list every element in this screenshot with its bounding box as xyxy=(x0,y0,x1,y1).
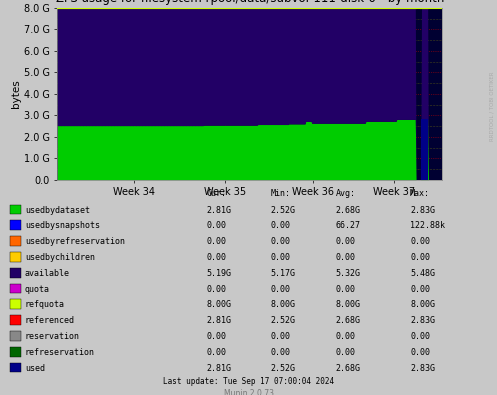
Text: available: available xyxy=(25,269,70,278)
Text: 2.81G: 2.81G xyxy=(206,316,231,325)
Text: 8.00G: 8.00G xyxy=(271,301,296,309)
Text: 8.00G: 8.00G xyxy=(206,301,231,309)
Text: 5.32G: 5.32G xyxy=(335,269,360,278)
Text: 0.00: 0.00 xyxy=(271,253,291,262)
Text: 0.00: 0.00 xyxy=(335,285,355,293)
Text: 2.81G: 2.81G xyxy=(206,364,231,372)
Text: 0.00: 0.00 xyxy=(271,332,291,341)
Title: ZFS usage for filesystem rpool/data/subvol-111-disk-0 - by month: ZFS usage for filesystem rpool/data/subv… xyxy=(56,0,444,6)
Text: 122.88k: 122.88k xyxy=(410,222,445,230)
Text: 0.00: 0.00 xyxy=(335,253,355,262)
Text: 0.00: 0.00 xyxy=(206,253,226,262)
Text: 0.00: 0.00 xyxy=(206,332,226,341)
Text: Max:: Max: xyxy=(410,188,430,198)
Text: 5.19G: 5.19G xyxy=(206,269,231,278)
Text: quota: quota xyxy=(25,285,50,293)
Text: 0.00: 0.00 xyxy=(271,222,291,230)
Text: 66.27: 66.27 xyxy=(335,222,360,230)
Text: usedbyrefreservation: usedbyrefreservation xyxy=(25,237,125,246)
Text: 2.52G: 2.52G xyxy=(271,316,296,325)
Text: Last update: Tue Sep 17 07:00:04 2024: Last update: Tue Sep 17 07:00:04 2024 xyxy=(163,377,334,386)
Text: Cur:: Cur: xyxy=(206,188,226,198)
Text: usedbychildren: usedbychildren xyxy=(25,253,95,262)
Text: usedbydataset: usedbydataset xyxy=(25,206,90,214)
Text: 2.81G: 2.81G xyxy=(206,206,231,214)
Text: 0.00: 0.00 xyxy=(206,285,226,293)
Text: 5.17G: 5.17G xyxy=(271,269,296,278)
Text: 0.00: 0.00 xyxy=(410,237,430,246)
Text: refreservation: refreservation xyxy=(25,348,95,357)
Text: 2.83G: 2.83G xyxy=(410,316,435,325)
Text: 2.68G: 2.68G xyxy=(335,364,360,372)
Text: 0.00: 0.00 xyxy=(410,348,430,357)
Text: 0.00: 0.00 xyxy=(335,237,355,246)
Text: 0.00: 0.00 xyxy=(410,253,430,262)
Text: 0.00: 0.00 xyxy=(206,222,226,230)
Text: reservation: reservation xyxy=(25,332,80,341)
Text: Munin 2.0.73: Munin 2.0.73 xyxy=(224,389,273,395)
Text: usedbysnapshots: usedbysnapshots xyxy=(25,222,100,230)
Text: 0.00: 0.00 xyxy=(271,237,291,246)
Text: 2.68G: 2.68G xyxy=(335,206,360,214)
Text: 0.00: 0.00 xyxy=(271,348,291,357)
Text: RRDTOOL / TOBI OETIKER: RRDTOOL / TOBI OETIKER xyxy=(490,72,495,141)
Text: 0.00: 0.00 xyxy=(410,332,430,341)
Text: 2.83G: 2.83G xyxy=(410,364,435,372)
Text: 0.00: 0.00 xyxy=(410,285,430,293)
Text: 2.83G: 2.83G xyxy=(410,206,435,214)
Text: Min:: Min: xyxy=(271,188,291,198)
Text: 8.00G: 8.00G xyxy=(410,301,435,309)
Text: 0.00: 0.00 xyxy=(206,348,226,357)
Text: refquota: refquota xyxy=(25,301,65,309)
Y-axis label: bytes: bytes xyxy=(11,79,21,108)
Text: 0.00: 0.00 xyxy=(206,237,226,246)
Text: 2.52G: 2.52G xyxy=(271,364,296,372)
Text: 8.00G: 8.00G xyxy=(335,301,360,309)
Text: 2.52G: 2.52G xyxy=(271,206,296,214)
Text: 0.00: 0.00 xyxy=(335,348,355,357)
Text: Avg:: Avg: xyxy=(335,188,355,198)
Text: 5.48G: 5.48G xyxy=(410,269,435,278)
Text: 0.00: 0.00 xyxy=(271,285,291,293)
Text: 2.68G: 2.68G xyxy=(335,316,360,325)
Text: referenced: referenced xyxy=(25,316,75,325)
Text: 0.00: 0.00 xyxy=(335,332,355,341)
Text: used: used xyxy=(25,364,45,372)
